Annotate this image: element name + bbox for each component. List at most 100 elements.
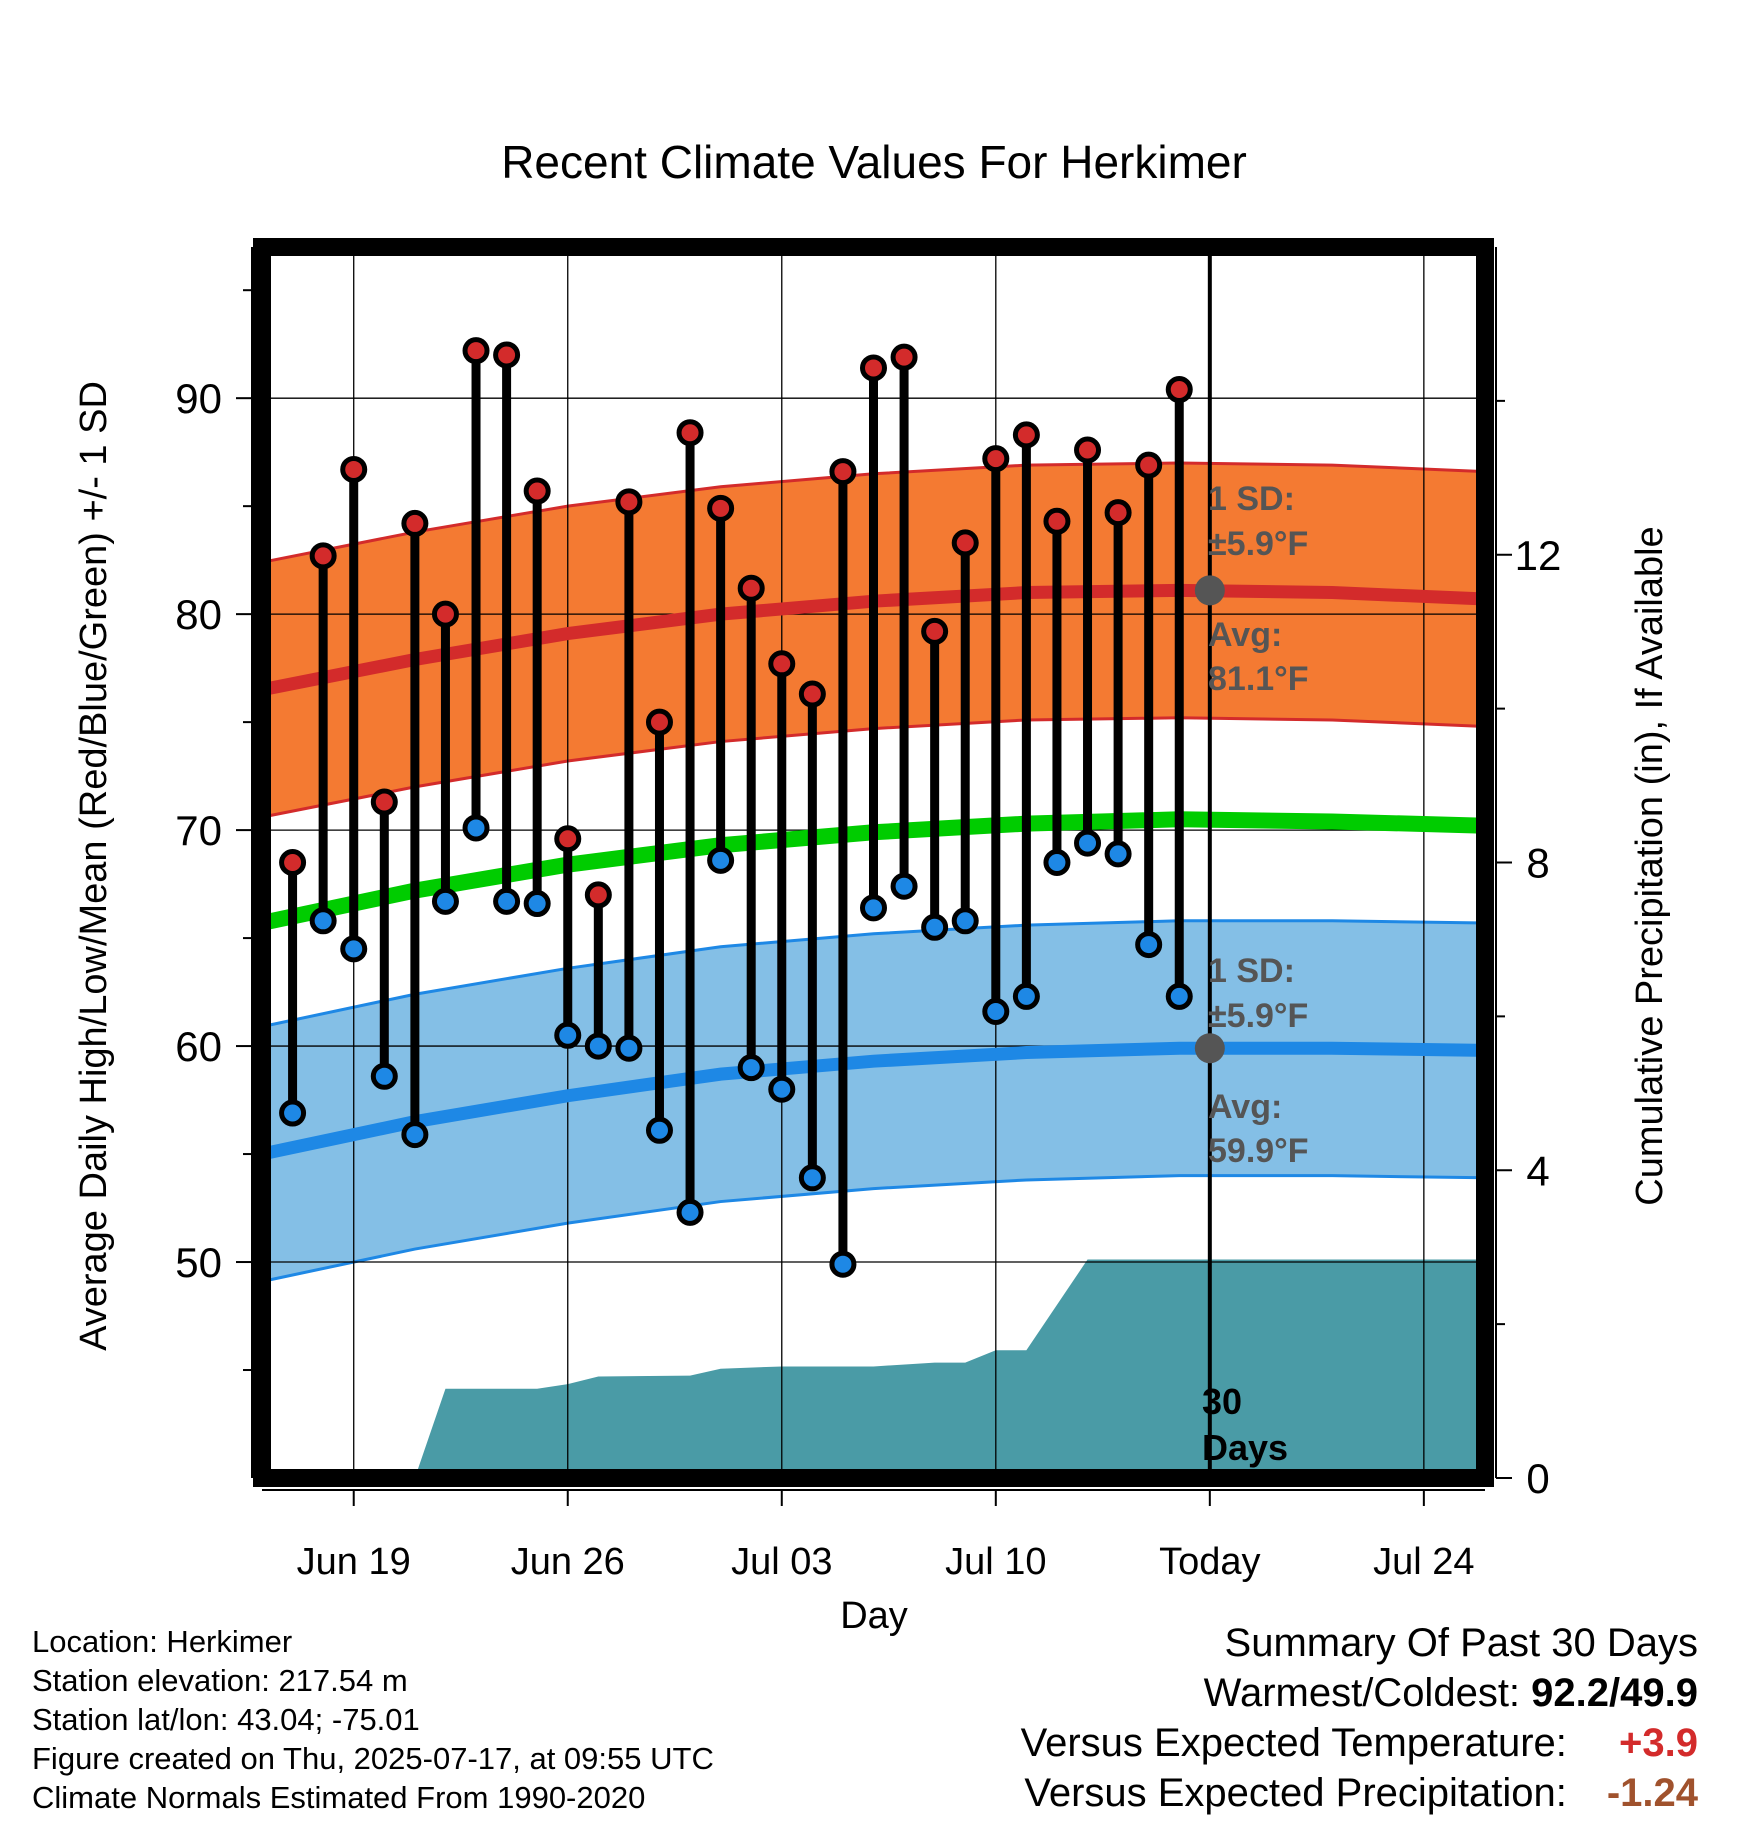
x-tick-label: Jul 24: [1373, 1541, 1474, 1583]
daily-low-point: [523, 890, 551, 918]
precip-label: Versus Expected Precipitation:: [1024, 1771, 1567, 1815]
daily-low-point: [645, 1116, 673, 1144]
warm-cold-row: Warmest/Coldest: 92.2/49.9: [1021, 1668, 1698, 1718]
daily-low-point: [982, 998, 1010, 1026]
x-tick-label: Jun 19: [297, 1541, 411, 1583]
daily-low-point: [309, 907, 337, 935]
daily-high-point: [707, 494, 735, 522]
elevation-text: Station elevation: 217.54 m: [32, 1663, 408, 1698]
daily-low-point: [676, 1198, 704, 1226]
daily-high-point: [1074, 436, 1102, 464]
daily-low-point: [768, 1075, 796, 1103]
normals-text: Climate Normals Estimated From 1990-2020: [32, 1780, 646, 1815]
low-sd-value: ±5.9°F: [1208, 997, 1308, 1035]
low-avg-label: Avg:: [1208, 1088, 1282, 1126]
daily-low-point: [951, 907, 979, 935]
daily-low-point: [1104, 840, 1132, 868]
daily-high-point: [921, 617, 949, 645]
daily-high-point: [645, 708, 673, 736]
precipitation-area: [262, 1259, 1485, 1478]
daily-high-point: [340, 455, 368, 483]
daily-high-point: [431, 600, 459, 628]
daily-high-point: [1165, 376, 1193, 404]
warm-cold-label: Warmest/Coldest:: [1203, 1671, 1521, 1715]
created-text: Figure created on Thu, 2025-07-17, at 09…: [32, 1741, 714, 1776]
daily-low-point: [584, 1032, 612, 1060]
daily-high-point: [462, 337, 490, 365]
daily-high-point: [798, 680, 826, 708]
normal-low-line: [260, 1041, 1486, 1161]
low-sd-upper-line: [261, 919, 1486, 1029]
summary-panel: Summary Of Past 30 Days Warmest/Coldest:…: [1021, 1618, 1698, 1818]
daily-high-point: [279, 849, 307, 876]
daily-high-point: [309, 542, 337, 570]
days-count-number: 30: [1202, 1381, 1242, 1422]
y2-tick-label: 12: [1515, 532, 1562, 579]
temp-label: Versus Expected Temperature:: [1020, 1721, 1567, 1765]
daily-high-point: [1012, 421, 1040, 449]
y-tick-label: 90: [175, 375, 222, 422]
x-tick-label: Today: [1159, 1541, 1260, 1583]
daily-low-point: [829, 1250, 857, 1278]
daily-high-point: [982, 445, 1010, 473]
y-tick-label: 80: [175, 591, 222, 638]
daily-low-point: [431, 887, 459, 915]
y2-tick-label: 0: [1526, 1455, 1549, 1502]
plot-area: 1 SD: ±5.9°F Avg: 81.1°F 1 SD: ±5.9°F Avg: 59.9…: [175, 238, 1562, 1583]
daily-high-point: [829, 458, 857, 486]
y-tick-label: 60: [175, 1023, 222, 1070]
daily-low-point: [798, 1164, 826, 1192]
daily-low-point: [1074, 829, 1102, 857]
daily-low-point: [921, 913, 949, 941]
y-tick-label: 50: [175, 1239, 222, 1286]
daily-high-point: [401, 509, 429, 537]
daily-high-point: [890, 343, 918, 371]
daily-low-point: [554, 1021, 582, 1049]
temp-value: +3.9: [1619, 1721, 1698, 1765]
daily-high-point: [768, 650, 796, 678]
daily-low-point: [462, 814, 490, 842]
plot-frame: [253, 238, 1494, 1487]
high-sd-label: 1 SD:: [1208, 480, 1295, 518]
station-info: Location: Herkimer Station elevation: 21…: [32, 1622, 714, 1817]
daily-high-point: [615, 488, 643, 516]
daily-low-point: [401, 1121, 429, 1149]
high-sd-value: ±5.9°F: [1208, 525, 1308, 563]
precip-value: -1.24: [1606, 1771, 1698, 1815]
y-tick-label: 70: [175, 807, 222, 854]
x-tick-label: Jun 26: [511, 1541, 625, 1583]
daily-high-point: [1135, 451, 1163, 479]
daily-high-point: [370, 788, 398, 816]
y2-axis-label: Cumulative Precipitation (in), If Availa…: [1629, 526, 1671, 1205]
daily-high-point: [737, 574, 765, 602]
daily-high-point: [584, 881, 612, 909]
days-count-word: Days: [1202, 1427, 1288, 1468]
daily-high-point: [1104, 499, 1132, 527]
daily-low-point: [279, 1099, 307, 1127]
latlon-text: Station lat/lon: 43.04; -75.01: [32, 1702, 420, 1737]
daily-high-point: [951, 529, 979, 557]
daily-low-point: [370, 1062, 398, 1090]
chart-title: Recent Climate Values For Herkimer: [501, 136, 1247, 188]
today-high-normal-marker: [1194, 575, 1225, 606]
daily-low-point: [493, 887, 521, 915]
daily-high-point: [860, 354, 887, 382]
low-sd-label: 1 SD:: [1208, 952, 1295, 990]
high-avg-label: Avg:: [1208, 616, 1282, 654]
y-axis-label: Average Daily High/Low/Mean (Red/Blue/Gr…: [73, 381, 115, 1351]
temp-row: Versus Expected Temperature: +3.9: [1021, 1718, 1698, 1768]
daily-high-point: [554, 825, 582, 853]
low-sd-lower-line: [261, 1174, 1486, 1283]
summary-title: Summary Of Past 30 Days: [1224, 1621, 1698, 1665]
daily-high-point: [523, 477, 551, 505]
warm-cold-value: 92.2/49.9: [1531, 1671, 1698, 1715]
today-low-normal-marker: [1194, 1033, 1225, 1064]
daily-low-point: [707, 846, 735, 874]
y2-tick-label: 4: [1526, 1147, 1549, 1194]
x-tick-label: Jul 03: [731, 1541, 832, 1583]
daily-low-point: [890, 872, 918, 900]
daily-low-point: [1135, 931, 1163, 959]
daily-low-point: [1043, 849, 1071, 876]
x-axis-label: Day: [840, 1595, 908, 1637]
